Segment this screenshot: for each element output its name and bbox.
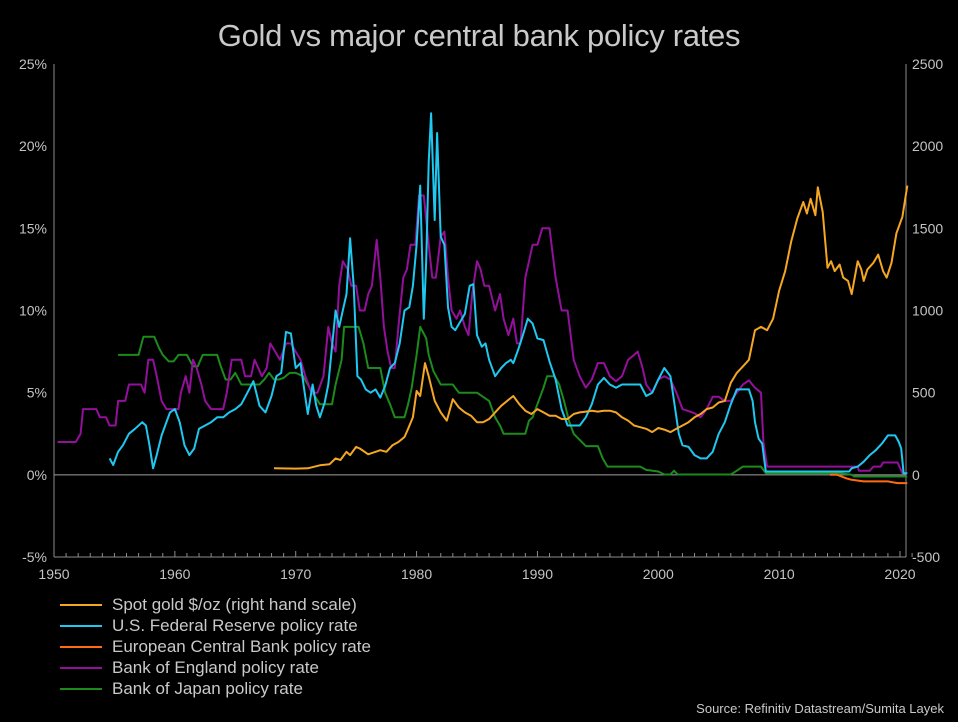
legend-label: Bank of Japan policy rate bbox=[112, 678, 303, 698]
legend-swatch bbox=[60, 666, 102, 669]
x-tick-label: 1960 bbox=[159, 566, 190, 582]
y-left-tick-label: 10% bbox=[19, 303, 47, 319]
y-right-tick-label: 1500 bbox=[912, 220, 943, 236]
y-right-tick-label: 2000 bbox=[912, 138, 943, 154]
legend-item: European Central Bank policy rate bbox=[60, 636, 371, 657]
legend-swatch bbox=[60, 603, 102, 606]
legend-swatch bbox=[60, 645, 102, 648]
y-left-tick-label: 20% bbox=[19, 138, 47, 154]
legend-item: Bank of Japan policy rate bbox=[60, 678, 371, 699]
y-right-tick-label: 2500 bbox=[912, 56, 943, 72]
x-tick-label: 2000 bbox=[643, 566, 674, 582]
chart-title: Gold vs major central bank policy rates bbox=[217, 18, 741, 53]
y-right-tick-label: 1000 bbox=[912, 303, 943, 319]
legend-item: U.S. Federal Reserve policy rate bbox=[60, 615, 371, 636]
y-left-tick-label: 15% bbox=[19, 220, 47, 236]
legend-swatch bbox=[60, 624, 102, 627]
legend-label: U.S. Federal Reserve policy rate bbox=[112, 615, 358, 635]
legend-label: European Central Bank policy rate bbox=[112, 636, 371, 656]
legend-label: Bank of England policy rate bbox=[112, 657, 319, 677]
legend-label: Spot gold $/oz (right hand scale) bbox=[112, 594, 357, 614]
x-tick-label: 2020 bbox=[884, 566, 915, 582]
y-left-tick-label: 0% bbox=[27, 467, 47, 483]
y-left-tick-label: -5% bbox=[22, 549, 47, 565]
series-line-bank-of-japan-policy-rate bbox=[118, 325, 908, 478]
x-tick-label: 1950 bbox=[38, 566, 69, 582]
x-tick-label: 1980 bbox=[401, 566, 432, 582]
x-tick-label: 1970 bbox=[280, 566, 311, 582]
series-line-u-s-federal-reserve-policy-rate bbox=[108, 112, 908, 475]
series-layer bbox=[57, 112, 909, 485]
legend-swatch bbox=[60, 687, 102, 690]
y-right-tick-label: -500 bbox=[912, 549, 940, 565]
y-right-tick-label: 0 bbox=[912, 467, 920, 483]
y-left-tick-label: 5% bbox=[27, 385, 47, 401]
legend-item: Bank of England policy rate bbox=[60, 657, 371, 678]
legend: Spot gold $/oz (right hand scale) U.S. Fe… bbox=[60, 594, 371, 699]
x-tick-label: 1990 bbox=[522, 566, 553, 582]
series-line-european-central-bank-policy-rate bbox=[829, 473, 908, 485]
series-line-spot-gold-oz-right-hand-scale bbox=[273, 185, 909, 470]
axes: 1950 1960 1970 1980 1990 2000 2010 2020 -5% 0% 5% 1… bbox=[19, 56, 943, 582]
source-note: Source: Refinitiv Datastream/Sumita Laye… bbox=[696, 701, 944, 716]
y-left-tick-label: 25% bbox=[19, 56, 47, 72]
legend-item: Spot gold $/oz (right hand scale) bbox=[60, 594, 371, 615]
x-tick-label: 2010 bbox=[764, 566, 795, 582]
y-right-tick-label: 500 bbox=[912, 385, 936, 401]
series-line-bank-of-england-policy-rate bbox=[57, 194, 908, 475]
